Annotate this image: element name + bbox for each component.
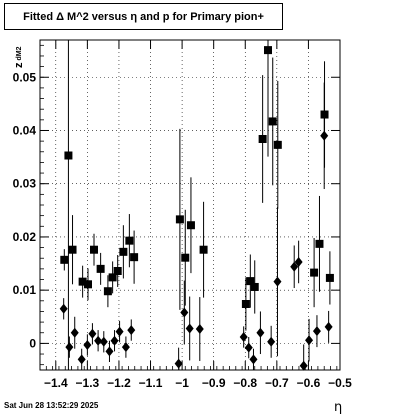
diamond-marker: [121, 342, 130, 353]
square-marker: [199, 245, 208, 254]
square-marker: [268, 117, 277, 126]
data-markers: [59, 46, 334, 371]
square-marker: [175, 215, 184, 224]
square-marker: [241, 300, 250, 308]
diamond-marker: [239, 332, 248, 342]
square-marker: [130, 253, 139, 262]
diamond-marker: [180, 307, 189, 318]
square-marker: [125, 236, 134, 245]
square-marker: [64, 151, 73, 160]
y-tick-label: 0.02: [13, 230, 37, 244]
square-marker: [78, 277, 87, 286]
diamond-marker: [244, 342, 253, 353]
diamond-marker: [174, 358, 183, 369]
square-marker: [320, 110, 329, 119]
x-tick-label: −0.8: [233, 376, 257, 390]
diamond-marker: [267, 336, 276, 347]
y-tick-labels: 0 0.01 0.02 0.03 0.04 0.05: [13, 70, 37, 350]
chart-title: Fitted Δ M^2 versus η and p for Primary …: [4, 3, 283, 30]
square-marker: [258, 135, 267, 143]
square-marker: [315, 239, 324, 248]
square-marker: [264, 46, 272, 55]
diamond-marker: [324, 321, 333, 332]
x-tick-labels: −1.4 −1.3 −1.2 −1.1 −1 −0.9 −0.8 −0.7 −0.6 −0.5: [44, 376, 352, 390]
square-marker: [181, 253, 190, 262]
square-marker: [103, 287, 112, 296]
diamond-marker: [115, 326, 124, 337]
y-tick-label: 0.04: [13, 123, 37, 137]
diamond-marker: [273, 276, 282, 287]
x-tick-label: −0.9: [202, 376, 226, 390]
diamond-marker: [299, 360, 308, 371]
diamond-marker: [105, 346, 114, 357]
axis-ticks: [39, 40, 341, 370]
x-tick-label: −1.1: [139, 376, 163, 390]
diamond-marker: [256, 327, 265, 338]
square-marker: [119, 247, 128, 256]
diamond-marker: [127, 325, 136, 336]
diamond-marker: [320, 130, 329, 141]
timestamp: Sat Jun 28 13:52:29 2025: [4, 401, 99, 410]
y-tick-label: 0.03: [13, 177, 37, 191]
diamond-marker: [99, 336, 108, 347]
diamond-marker: [185, 323, 194, 334]
y-tick-label: 0.01: [13, 283, 37, 297]
y-tick-label: 0.05: [13, 70, 37, 84]
square-marker: [310, 268, 319, 277]
diamond-marker: [195, 324, 204, 335]
x-tick-label: −1.3: [76, 376, 100, 390]
diamond-marker: [110, 335, 119, 346]
diamond-marker: [312, 326, 321, 337]
y-axis-label: z dM2: [13, 46, 25, 68]
square-marker: [68, 245, 77, 254]
y-tick-label: 0: [29, 336, 36, 350]
square-marker: [60, 255, 69, 264]
diamond-marker: [88, 328, 97, 339]
square-marker: [84, 280, 92, 289]
diamond-marker: [305, 335, 314, 346]
diamond-marker: [83, 339, 92, 350]
diamond-marker: [249, 354, 258, 365]
diamond-marker: [94, 335, 103, 346]
square-marker: [250, 282, 259, 291]
diamond-marker: [70, 327, 79, 338]
square-marker: [325, 273, 334, 282]
square-marker: [246, 277, 255, 286]
square-marker: [113, 267, 122, 275]
x-tick-label: −0.7: [265, 376, 289, 390]
diamond-marker: [294, 256, 303, 267]
x-tick-label: −0.6: [297, 376, 321, 390]
diamond-marker: [290, 261, 299, 272]
y-axis-label-main: z: [13, 62, 25, 68]
x-tick-label: −1: [175, 376, 189, 390]
x-tick-label: −1.4: [44, 376, 68, 390]
x-tick-label: −1.2: [107, 376, 131, 390]
diamond-marker: [59, 303, 68, 314]
square-marker: [96, 264, 105, 273]
x-axis-label: η: [334, 400, 342, 414]
y-axis-label-sub: dM2: [16, 46, 23, 60]
x-tick-label: −0.5: [328, 376, 352, 390]
square-marker: [90, 245, 98, 254]
square-marker: [108, 273, 117, 282]
diamond-marker: [77, 354, 86, 365]
square-marker: [273, 140, 282, 149]
square-marker: [186, 221, 195, 230]
diamond-marker: [65, 342, 74, 353]
